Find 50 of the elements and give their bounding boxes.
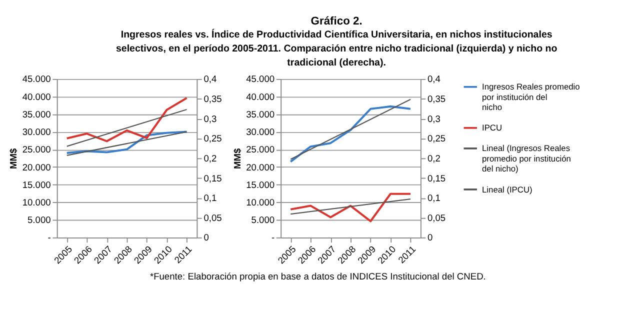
y-tick-label: 5.000 [28,215,51,226]
y-tick-label: 35.000 [22,109,51,120]
legend-label: Lineal (Ingresos Reales promedio por institución del nicho) [482,143,572,174]
y-tick-label: 10.000 [246,198,275,208]
y2-tick-label: 0,05 [204,212,222,223]
y2-tick-label: 0,1 [204,193,217,204]
y-tick-label: 20.000 [22,162,51,172]
y2-tick-label: 0,2 [204,153,217,164]
y-tick-label: 15.000 [246,180,275,190]
y2-tick-label: 0,3 [204,114,217,124]
y2-tick-label: 0,4 [204,74,217,84]
line-series [66,96,188,142]
y-tick-label: 40.000 [22,92,51,102]
line-series [290,192,412,222]
y2-tick-label: 0 [427,232,433,243]
y2-tick-label: 0,15 [427,173,446,184]
text: Gráfico 2. [310,15,362,28]
y-tick-label: 35.000 [246,109,275,120]
y2-tick-label: 0,05 [427,212,446,223]
y2-tick-label: 0,2 [427,153,440,164]
y-tick-label: 25.000 [246,144,275,155]
y2-tick-label: 0,25 [427,134,446,144]
y2-tick-label: 0,35 [427,94,446,104]
y-tick-label: 40.000 [246,92,275,102]
y2-tick-label: 0,1 [427,193,440,204]
y2-tick-label: 0,35 [204,94,222,104]
y-tick-label: 25.000 [22,144,51,155]
y-tick-label: 20.000 [246,162,275,172]
y-tick-label: - [271,232,275,243]
y-tick-label: 15.000 [22,180,51,190]
y-tick-label: 5.000 [251,215,275,226]
y2-tick-label: 0,25 [204,134,222,144]
y-axis-title: MM$ [232,148,242,170]
y2-tick-label: 0,4 [427,74,440,84]
y-tick-label: - [48,232,51,243]
y-tick-label: 30.000 [246,127,275,138]
legend-label: IPCU [482,122,502,133]
y2-tick-label: 0,3 [427,114,440,124]
y2-tick-label: 0,15 [204,173,222,184]
y-axis-title: MM$ [8,148,19,170]
y2-tick-label: 0 [204,232,209,243]
text: *Fuente: Elaboración propia en base a datos de INDICES Institucional del CNED. [150,271,486,282]
legend-label: Lineal (IPCU) [482,184,532,194]
line-series [290,105,412,163]
text: Ingresos reales vs. Índice de Productividad Científica Universitaria, en nichos institucionales selectivos, en el período 2005-2011. Comparación entre nicho tradicional (izquierda) y nicho no tradicional (derecha). [116,28,558,68]
y-tick-label: 10.000 [22,198,51,208]
y-tick-label: 45.000 [22,74,51,84]
y-tick-label: 30.000 [22,127,51,138]
y-tick-label: 45.000 [246,74,275,84]
legend-label: Ingresos Reales promedio por institución del nicho [482,82,580,112]
